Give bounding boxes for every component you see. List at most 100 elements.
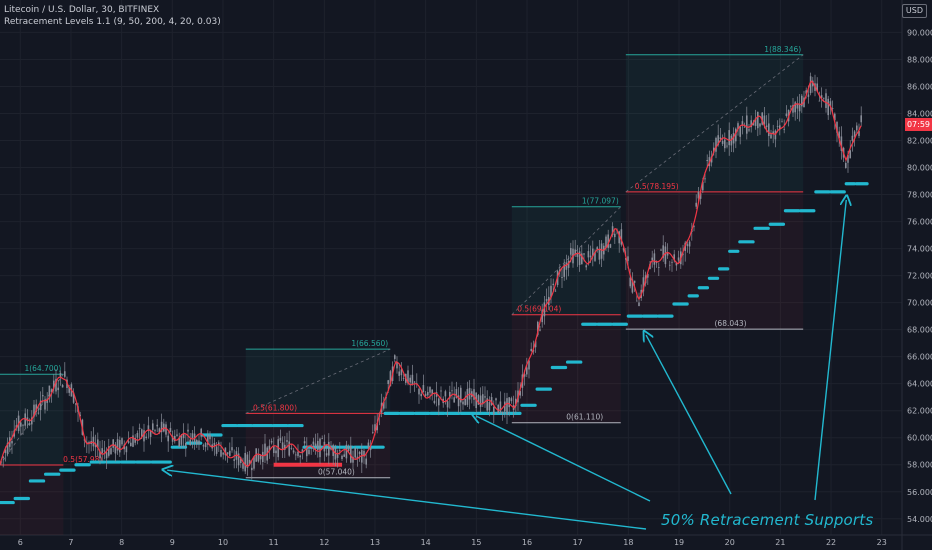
candle-body bbox=[532, 349, 535, 352]
candle-body bbox=[400, 369, 403, 376]
candle-body bbox=[671, 261, 673, 263]
candle-body bbox=[262, 451, 264, 462]
candle-body bbox=[220, 449, 222, 457]
candle-body bbox=[187, 429, 189, 432]
candle-body bbox=[783, 128, 785, 130]
candle-body bbox=[446, 401, 449, 408]
candle-body bbox=[226, 452, 229, 455]
candle-body bbox=[215, 446, 218, 454]
level-diagonal bbox=[625, 54, 804, 193]
candle-body bbox=[147, 425, 150, 432]
candle-body bbox=[99, 451, 101, 459]
candle-body bbox=[202, 445, 205, 447]
candle-body bbox=[550, 285, 552, 298]
currency-label[interactable]: USD bbox=[901, 4, 927, 18]
candle-body bbox=[796, 104, 799, 109]
candle-body bbox=[273, 445, 275, 454]
candle-body bbox=[231, 447, 233, 451]
candle-body bbox=[528, 360, 530, 370]
x-tick-label: 7 bbox=[68, 538, 73, 547]
candle-body bbox=[677, 257, 680, 261]
candle-body bbox=[264, 443, 266, 456]
candle-body bbox=[369, 447, 372, 451]
y-axis[interactable]: 54.000 56.000 58.000 60.000 62.000 64.000 66.0… bbox=[907, 28, 932, 523]
candle-body bbox=[198, 440, 200, 445]
candle-body bbox=[801, 95, 803, 107]
y-tick-label: 66.000 bbox=[907, 353, 932, 362]
candle-body bbox=[270, 441, 273, 443]
candle-body bbox=[462, 401, 464, 405]
candle-body bbox=[499, 401, 502, 413]
y-tick-label: 54.000 bbox=[907, 515, 932, 524]
candle-body bbox=[741, 121, 744, 126]
candle-body bbox=[427, 391, 429, 396]
candle-body bbox=[754, 118, 757, 126]
candle-body bbox=[33, 404, 35, 417]
candle-body bbox=[50, 389, 53, 393]
y-tick-label: 64.000 bbox=[907, 380, 932, 389]
candle-body bbox=[609, 244, 612, 248]
candle-body bbox=[561, 277, 563, 278]
candle-body bbox=[537, 321, 539, 335]
annotation-arrow bbox=[814, 200, 846, 501]
candle-body bbox=[519, 390, 521, 396]
y-tick-label: 68.000 bbox=[907, 326, 932, 335]
y-tick-label: 56.000 bbox=[907, 488, 932, 497]
candle-body bbox=[435, 392, 438, 397]
candle-body bbox=[539, 329, 541, 331]
level-0-label: (68.043) bbox=[715, 319, 747, 328]
candle-body bbox=[363, 450, 365, 456]
candle-body bbox=[785, 113, 788, 117]
candle-body bbox=[488, 402, 491, 411]
candle-body bbox=[673, 254, 675, 261]
candle-body bbox=[622, 247, 625, 251]
x-tick-label: 21 bbox=[775, 538, 785, 547]
candle-body bbox=[620, 229, 623, 245]
candle-body bbox=[827, 98, 829, 116]
candle-body bbox=[127, 441, 130, 443]
candle-body bbox=[581, 253, 583, 265]
candle-body bbox=[222, 452, 224, 455]
candle-body bbox=[103, 450, 106, 452]
candle-body bbox=[438, 398, 440, 406]
candle-body bbox=[297, 451, 299, 457]
candle-body bbox=[178, 437, 180, 447]
candle-body bbox=[768, 123, 770, 137]
candle-body bbox=[636, 300, 638, 302]
x-axis[interactable]: 6 7 8 9 10 11 12 13 14 15 16 17 18 19 20 21 22 23 bbox=[18, 538, 887, 547]
candle-body bbox=[600, 243, 603, 259]
candle-body bbox=[339, 450, 341, 452]
candle-body bbox=[341, 455, 343, 460]
candle-body bbox=[504, 401, 506, 412]
candle-body bbox=[154, 430, 156, 432]
candle-body bbox=[724, 139, 726, 149]
candle-body bbox=[15, 425, 18, 428]
candle-body bbox=[607, 234, 609, 248]
candle-body bbox=[508, 397, 510, 408]
candle-body bbox=[321, 438, 323, 440]
candle-body bbox=[658, 267, 660, 268]
candle-body bbox=[409, 377, 411, 383]
candle-body bbox=[858, 131, 860, 136]
candle-body bbox=[730, 135, 733, 146]
candle-body bbox=[642, 277, 645, 292]
x-tick-label: 6 bbox=[18, 538, 23, 547]
candle-body bbox=[440, 390, 442, 392]
candle-body bbox=[149, 431, 152, 437]
candle-body bbox=[158, 428, 161, 433]
candle-body bbox=[68, 387, 70, 393]
candle-body bbox=[851, 135, 854, 141]
retracement-zones bbox=[0, 54, 804, 535]
candle-body bbox=[59, 372, 62, 377]
level-1-label: 1(66.560) bbox=[351, 339, 388, 348]
candle-body bbox=[367, 442, 370, 449]
candle-body bbox=[772, 131, 774, 134]
candle-body bbox=[482, 394, 484, 405]
candle-body bbox=[279, 437, 282, 441]
y-tick-label: 80.000 bbox=[907, 164, 932, 173]
candle-body bbox=[847, 155, 849, 163]
x-tick-label: 19 bbox=[674, 538, 684, 547]
candle-body bbox=[134, 437, 136, 443]
candle-body bbox=[552, 283, 554, 286]
